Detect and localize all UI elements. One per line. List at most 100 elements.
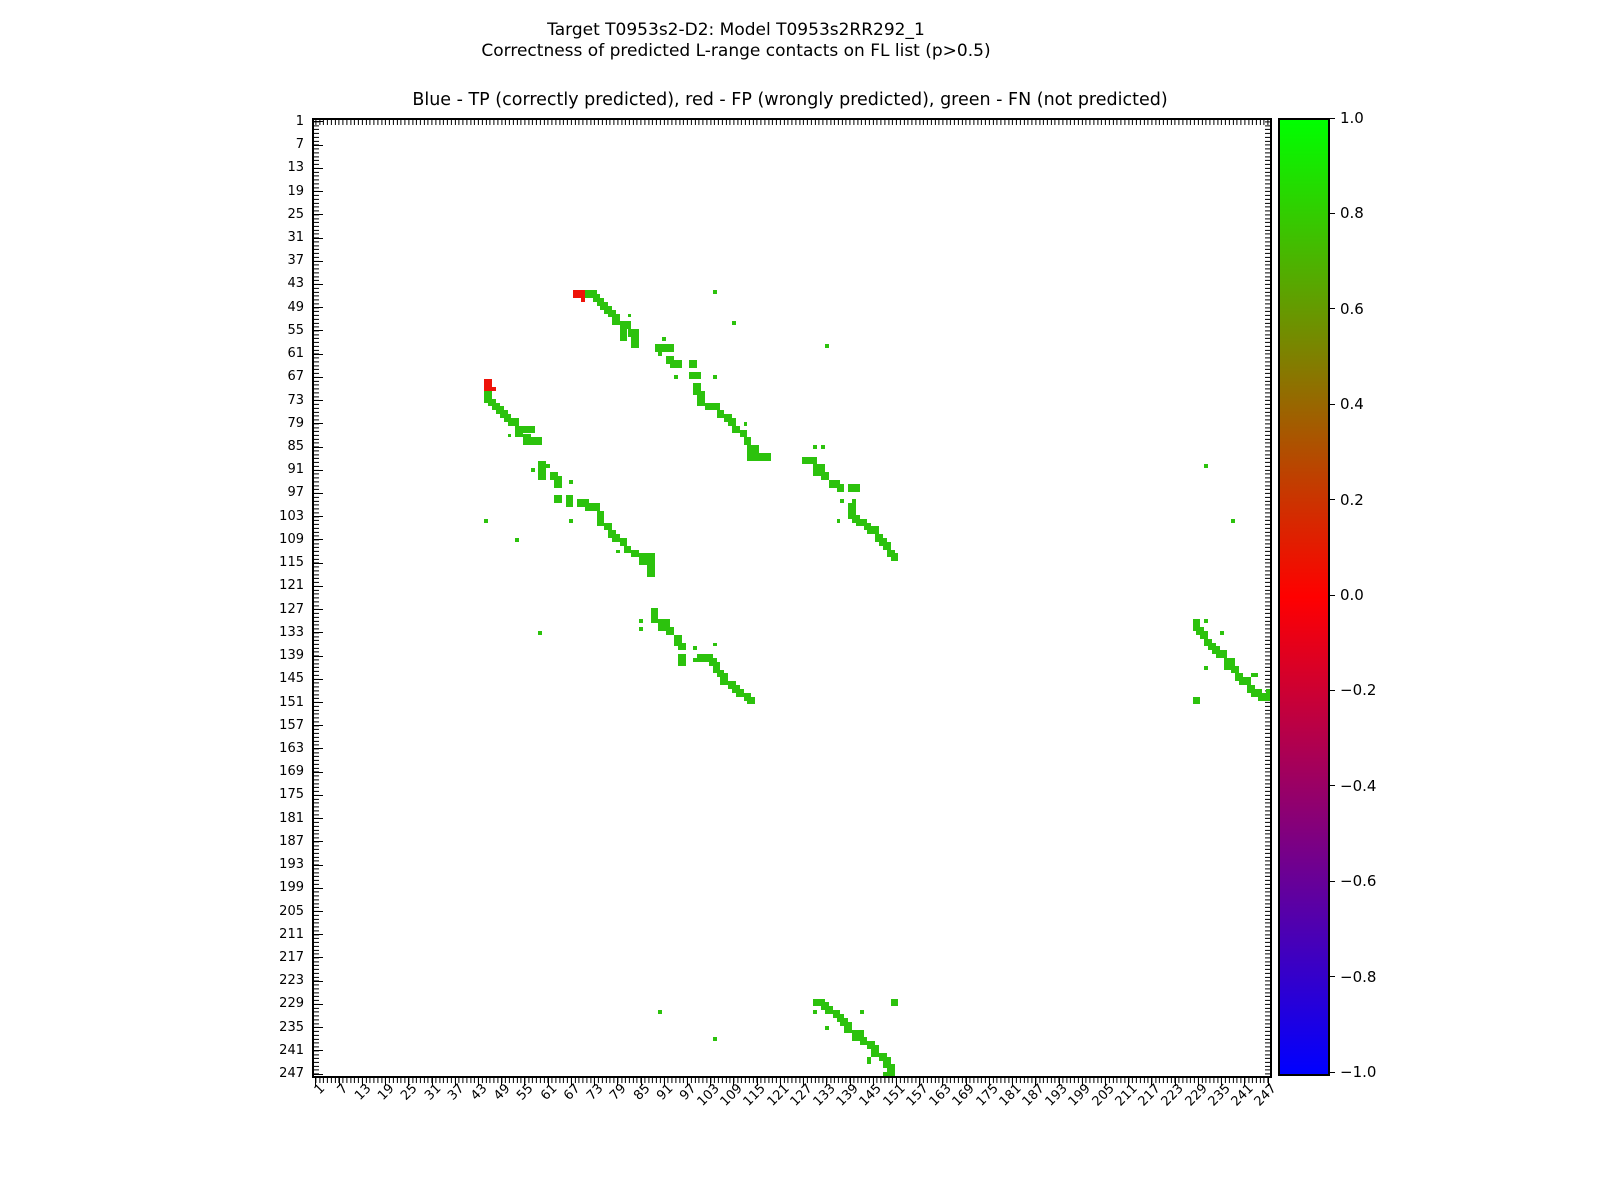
y-tick-label: 241 (279, 1042, 304, 1058)
x-major-tick (361, 1078, 363, 1086)
x-major-tick (385, 1078, 387, 1086)
colorbar-tick-label: −1.0 (1340, 1063, 1377, 1081)
fn-contact-dot (639, 619, 643, 624)
contact-dots-layer (314, 120, 1270, 1076)
fn-contact-dot (677, 642, 686, 651)
y-major-tick (314, 492, 323, 494)
fn-contact-dot (836, 518, 841, 523)
y-tick-label: 139 (279, 648, 304, 664)
colorbar-tick-label: −0.2 (1340, 681, 1377, 700)
x-major-tick (803, 1078, 805, 1086)
fn-contact-dot (704, 402, 713, 411)
fn-contact-dot (1204, 665, 1209, 670)
fn-contact-dot (1266, 688, 1270, 697)
x-major-tick (1105, 1078, 1106, 1086)
fn-contact-dot (592, 294, 601, 302)
fn-contact-dot (739, 429, 748, 438)
fn-contact-dot (627, 313, 632, 318)
y-tick-label: 91 (287, 462, 304, 478)
fn-contact-dot (666, 627, 674, 635)
colorbar-tick (1328, 689, 1335, 691)
y-major-tick (314, 585, 323, 587)
fn-contact-dot (1204, 638, 1212, 647)
fn-contact-dot (716, 410, 725, 419)
fn-contact-dot (712, 290, 717, 295)
fn-contact-dot (658, 1010, 663, 1015)
fn-contact-dot (503, 414, 512, 422)
y-major-tick (314, 191, 323, 193)
fn-contact-dot (728, 681, 736, 689)
fn-contact-dot (743, 437, 752, 446)
x-major-tick (733, 1078, 735, 1086)
fn-contact-dot (1204, 464, 1209, 469)
fn-contact-dot (515, 538, 520, 542)
fn-contact-dot (592, 503, 601, 511)
y-tick-label: 19 (287, 183, 304, 199)
y-tick-label: 187 (279, 833, 304, 849)
colorbar-gradient (1280, 120, 1328, 1074)
fn-contact-dot (619, 329, 628, 341)
fn-contact-dot (732, 321, 736, 326)
fn-contact-dot (654, 344, 663, 353)
colorbar-tick-label: −0.6 (1340, 872, 1377, 891)
fn-contact-dot (523, 433, 531, 446)
fn-contact-dot (1258, 692, 1270, 701)
x-major-tick (454, 1078, 456, 1086)
fn-contact-dot (612, 313, 620, 326)
fn-contact-dot (813, 998, 825, 1007)
fn-contact-dot (1250, 688, 1263, 697)
y-major-tick (314, 887, 323, 889)
fn-contact-dot (662, 344, 674, 353)
y-tick-label: 103 (279, 508, 304, 524)
y-major-tick (314, 353, 323, 355)
colorbar-tick (1328, 1071, 1335, 1073)
fn-contact-dot (646, 553, 655, 569)
x-major-tick (1128, 1078, 1130, 1086)
fn-contact-dot (1200, 630, 1209, 639)
x-major-tick (1244, 1078, 1246, 1086)
fn-contact-dot (821, 472, 829, 480)
y-tick-label: 163 (279, 740, 304, 756)
y-major-tick (314, 609, 323, 611)
contact-map-plot (312, 118, 1272, 1086)
fn-contact-dot (677, 654, 686, 666)
y-tick-label: 7 (295, 137, 304, 153)
fn-contact-dot (886, 549, 895, 558)
y-tick-label: 115 (279, 555, 304, 571)
fn-contact-dot (488, 398, 496, 407)
fn-contact-dot (813, 1010, 818, 1015)
y-major-tick (314, 702, 323, 703)
fn-contact-dot (801, 456, 818, 465)
fn-contact-dot (631, 336, 640, 349)
colorbar-tick-label: 0.6 (1340, 299, 1364, 318)
fn-contact-dot (507, 433, 512, 438)
fn-contact-dot (848, 503, 856, 519)
fn-contact-dot (530, 468, 535, 473)
fn-contact-dot (728, 418, 736, 426)
fn-contact-dot (689, 359, 698, 368)
colorbar-tick (1328, 308, 1335, 310)
fn-contact-dot (867, 1041, 876, 1049)
y-tick-label: 229 (279, 996, 304, 1012)
fn-contact-dot (1208, 642, 1216, 651)
fn-contact-dot (646, 565, 655, 577)
y-major-tick (314, 307, 323, 309)
y-major-tick (314, 237, 323, 239)
x-major-tick (617, 1078, 619, 1086)
fn-contact-dot (596, 510, 605, 519)
y-tick-label: 181 (279, 810, 304, 826)
fn-contact-dot (836, 483, 845, 492)
y-major-tick (314, 725, 323, 727)
colorbar-tick-label: 0.0 (1340, 586, 1364, 604)
fn-contact-dot (627, 329, 640, 337)
fn-contact-dot (882, 1056, 891, 1069)
x-major-tick (849, 1078, 851, 1086)
y-tick-label: 25 (287, 206, 304, 222)
fn-contact-dot (530, 437, 543, 446)
x-major-tick (663, 1078, 665, 1086)
fn-contact-dot (639, 627, 643, 631)
y-major-tick (314, 446, 323, 448)
x-major-tick (710, 1078, 712, 1086)
y-major-tick (314, 167, 323, 169)
fn-contact-dot (836, 1014, 845, 1022)
